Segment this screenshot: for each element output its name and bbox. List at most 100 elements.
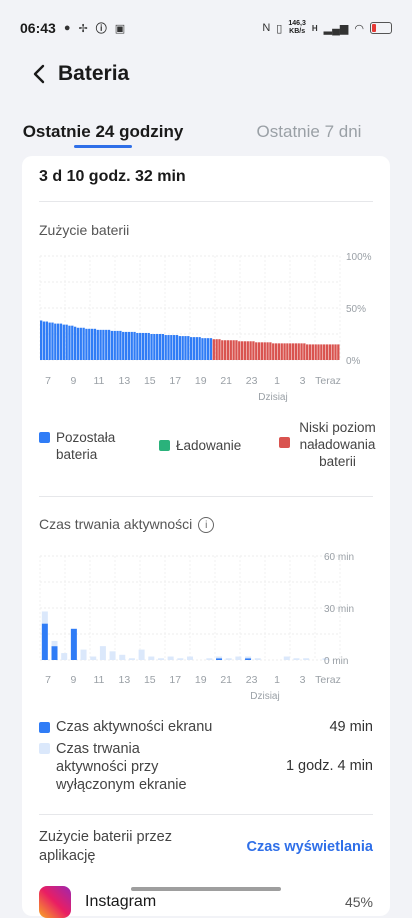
screen-off-bar bbox=[293, 658, 300, 660]
home-indicator[interactable] bbox=[131, 887, 281, 891]
tab-last-24-hours[interactable]: Ostatnie 24 godziny bbox=[22, 122, 184, 141]
x-tick-label: 11 bbox=[93, 375, 104, 387]
battery-bar bbox=[283, 343, 286, 360]
screen-off-bar bbox=[99, 646, 106, 660]
battery-bar bbox=[167, 335, 170, 360]
battery-bar bbox=[42, 321, 46, 360]
y-tick-label: 0% bbox=[346, 356, 361, 367]
battery-bar bbox=[255, 342, 258, 360]
screen-off-bar bbox=[245, 656, 252, 659]
legend-swatch-charging bbox=[159, 440, 170, 451]
nfc-icon: N bbox=[262, 22, 271, 34]
battery-bar bbox=[187, 336, 190, 360]
screen-off-bar bbox=[322, 658, 329, 660]
legend-label-remaining: Pozostała bateria bbox=[56, 430, 116, 462]
battery-bar bbox=[141, 332, 145, 360]
screen-off-bar bbox=[128, 658, 135, 660]
screen-on-bar bbox=[216, 658, 223, 660]
battery-bar bbox=[90, 328, 94, 360]
back-button[interactable] bbox=[24, 59, 54, 89]
info-icon[interactable]: i bbox=[198, 517, 215, 534]
activity-title: Czas trwania aktywności bbox=[39, 516, 193, 532]
legend-swatch-remaining bbox=[39, 432, 50, 443]
battery-bar bbox=[263, 342, 266, 360]
instagram-icon bbox=[39, 886, 71, 918]
screen-off-bar bbox=[90, 656, 97, 660]
battery-bar bbox=[294, 343, 298, 360]
battery-bar bbox=[153, 334, 156, 360]
screen-off-bar bbox=[119, 654, 126, 660]
x-tick-label: 21 bbox=[220, 674, 232, 686]
battery-bar bbox=[238, 341, 241, 360]
screen-off-row: Czas trwania aktywności przy wyłączonym … bbox=[39, 740, 373, 794]
battery-bar bbox=[161, 334, 165, 360]
battery-bar bbox=[297, 343, 300, 360]
battery-bar bbox=[113, 330, 116, 360]
battery-bar bbox=[105, 329, 108, 360]
period-tabs: Ostatnie 24 godziny Ostatnie 7 dni bbox=[0, 112, 412, 152]
screen-time-link[interactable]: Czas wyświetlania bbox=[246, 839, 373, 855]
battery-bar bbox=[139, 332, 142, 360]
battery-bar bbox=[325, 344, 329, 360]
legend-label-charging: Ładowanie bbox=[176, 438, 242, 453]
battery-bar bbox=[51, 322, 54, 360]
screen-on-bar bbox=[51, 646, 58, 660]
battery-bar bbox=[240, 341, 244, 360]
legend-charging: Ładowanie bbox=[159, 437, 259, 454]
message-icon: ● bbox=[63, 22, 71, 34]
battery-bar bbox=[249, 341, 252, 360]
battery-bar bbox=[300, 343, 303, 360]
y-tick-label: 50% bbox=[346, 304, 366, 315]
battery-bar bbox=[269, 342, 272, 360]
divider bbox=[39, 496, 373, 497]
battery-bar bbox=[320, 344, 323, 360]
battery-bar bbox=[289, 343, 292, 360]
battery-bar bbox=[308, 344, 312, 360]
battery-bar bbox=[116, 330, 119, 360]
back-arrow-icon bbox=[33, 64, 45, 84]
battery-bar bbox=[136, 332, 139, 360]
battery-bar bbox=[280, 343, 283, 360]
screen-off-bar bbox=[254, 658, 261, 660]
battery-bar bbox=[291, 343, 295, 360]
battery-bar bbox=[306, 344, 309, 360]
x-tick-label: Teraz bbox=[315, 375, 341, 387]
battery-bar bbox=[198, 337, 201, 360]
battery-bar bbox=[257, 342, 261, 360]
battery-bar bbox=[195, 337, 198, 360]
battery-bar bbox=[314, 344, 317, 360]
y-tick-label: 100% bbox=[346, 252, 372, 263]
y-tick-label: 0 min bbox=[324, 656, 348, 667]
battery-bar bbox=[201, 338, 204, 360]
screen-off-bar bbox=[216, 656, 223, 659]
legend-low-battery: Niski poziom naładowania baterii bbox=[279, 419, 379, 470]
x-tick-label: 1 bbox=[274, 375, 280, 387]
legend-label-low-battery: Niski poziom naładowania baterii bbox=[299, 420, 376, 469]
battery-bar bbox=[56, 323, 60, 360]
network-type: H bbox=[311, 23, 318, 33]
battery-bar bbox=[252, 341, 255, 360]
vibrate-icon: ▯ bbox=[276, 22, 283, 35]
screen-on-bar bbox=[245, 658, 252, 660]
app-name: Instagram bbox=[85, 893, 157, 910]
battery-bar bbox=[79, 327, 82, 360]
screen-on-swatch bbox=[39, 722, 50, 733]
x-tick-label: 21 bbox=[220, 375, 232, 387]
x-tick-label: 19 bbox=[195, 375, 207, 387]
active-tab-indicator bbox=[74, 145, 132, 148]
screen-on-row: Czas aktywności ekranu 49 min bbox=[39, 719, 373, 735]
battery-bar bbox=[158, 334, 162, 360]
x-sublabel: Dzisiaj bbox=[250, 691, 279, 702]
battery-bar bbox=[62, 324, 65, 360]
battery-bar bbox=[150, 334, 153, 360]
battery-bar bbox=[235, 340, 238, 360]
battery-bar bbox=[147, 332, 150, 360]
x-tick-label: 23 bbox=[246, 375, 258, 387]
screen-off-bar bbox=[61, 653, 68, 660]
x-tick-label: 17 bbox=[169, 674, 181, 686]
clock: 06:43 bbox=[20, 20, 56, 36]
tab-last-7-days[interactable]: Ostatnie 7 dni bbox=[256, 122, 362, 141]
battery-bar bbox=[76, 327, 80, 360]
battery-bar bbox=[65, 324, 68, 360]
app-percent: 45% bbox=[344, 894, 373, 910]
